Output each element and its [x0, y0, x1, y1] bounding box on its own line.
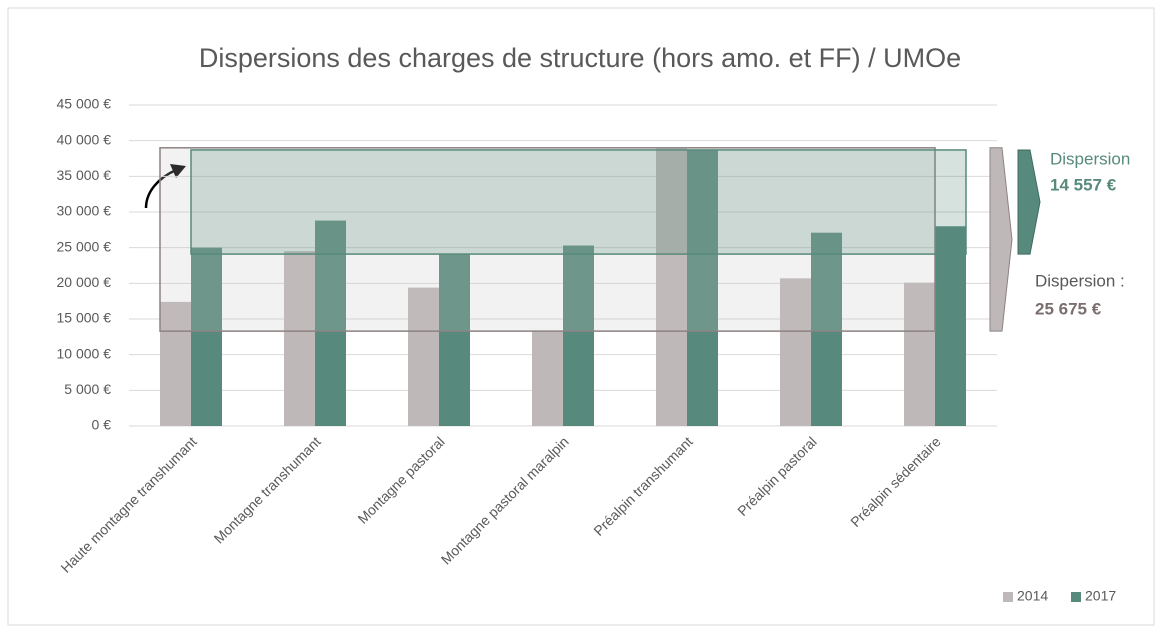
bar: [904, 282, 935, 426]
y-tick-label: 10 000 €: [57, 345, 112, 361]
dispersion-box: [190, 149, 967, 255]
legend-label: 2017: [1085, 588, 1116, 604]
annotation: 14 557 €: [1050, 175, 1117, 194]
y-tick-label: 5 000 €: [64, 381, 111, 397]
legend-swatch: [1003, 592, 1013, 602]
y-tick-label: 30 000 €: [57, 203, 112, 219]
bar: [811, 232, 842, 426]
bar: [563, 245, 594, 426]
bar: [656, 147, 687, 427]
legend-swatch: [1071, 592, 1081, 602]
arrow: [144, 168, 177, 209]
dispersion-chevron: [989, 147, 1013, 332]
y-tick-label: 0 €: [92, 417, 112, 433]
annotation: 25 675 €: [1035, 299, 1102, 318]
arrow-head: [170, 164, 186, 178]
annotation: Dispersion :: [1035, 271, 1125, 290]
annotation: Dispersion: [1050, 149, 1130, 168]
bar: [935, 226, 966, 426]
bar: [284, 251, 315, 426]
y-tick-label: 20 000 €: [57, 274, 112, 290]
dispersion-chevron: [1017, 149, 1041, 255]
bar: [780, 278, 811, 426]
bar: [439, 254, 470, 426]
bar: [160, 301, 191, 426]
y-tick-label: 35 000 €: [57, 167, 112, 183]
bar: [687, 149, 718, 426]
y-tick-label: 45 000 €: [57, 96, 112, 112]
chart-title: Dispersions des charges de structure (ho…: [199, 43, 961, 73]
legend-label: 2014: [1017, 588, 1048, 604]
y-tick-label: 25 000 €: [57, 238, 112, 254]
y-tick-label: 40 000 €: [57, 131, 112, 147]
dispersion-box: [159, 147, 936, 332]
bar: [191, 247, 222, 426]
bar: [532, 331, 563, 426]
bar: [408, 287, 439, 426]
y-tick-label: 15 000 €: [57, 310, 112, 326]
